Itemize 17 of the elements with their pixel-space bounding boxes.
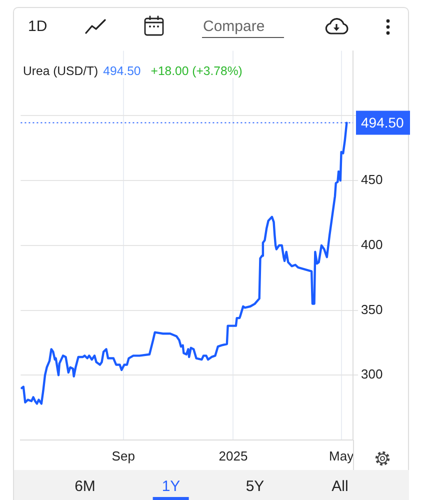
text: 6M (74, 478, 96, 495)
x-tick-label: Sep (112, 448, 135, 464)
text: Urea (USD/T) (23, 64, 98, 78)
text: All (332, 478, 348, 495)
y-tick-label: 350 (361, 302, 383, 317)
text: 1D (28, 18, 48, 35)
annotation: 494.50 (103, 64, 141, 78)
x-tick-label: 2025 (218, 448, 248, 464)
y-tick-label: 450 (361, 172, 383, 188)
selected-tab: 1Y (152, 478, 190, 500)
ref-line-label: 494.50 (361, 114, 404, 131)
y-tick-label: 300 (361, 366, 383, 382)
text: 5Y (246, 478, 264, 495)
annotation: +18.00 (+3.78%) (150, 64, 242, 78)
text-field: Compare (202, 17, 284, 38)
y-tick-label: 400 (361, 236, 383, 252)
x-tick-label: May (329, 448, 354, 464)
